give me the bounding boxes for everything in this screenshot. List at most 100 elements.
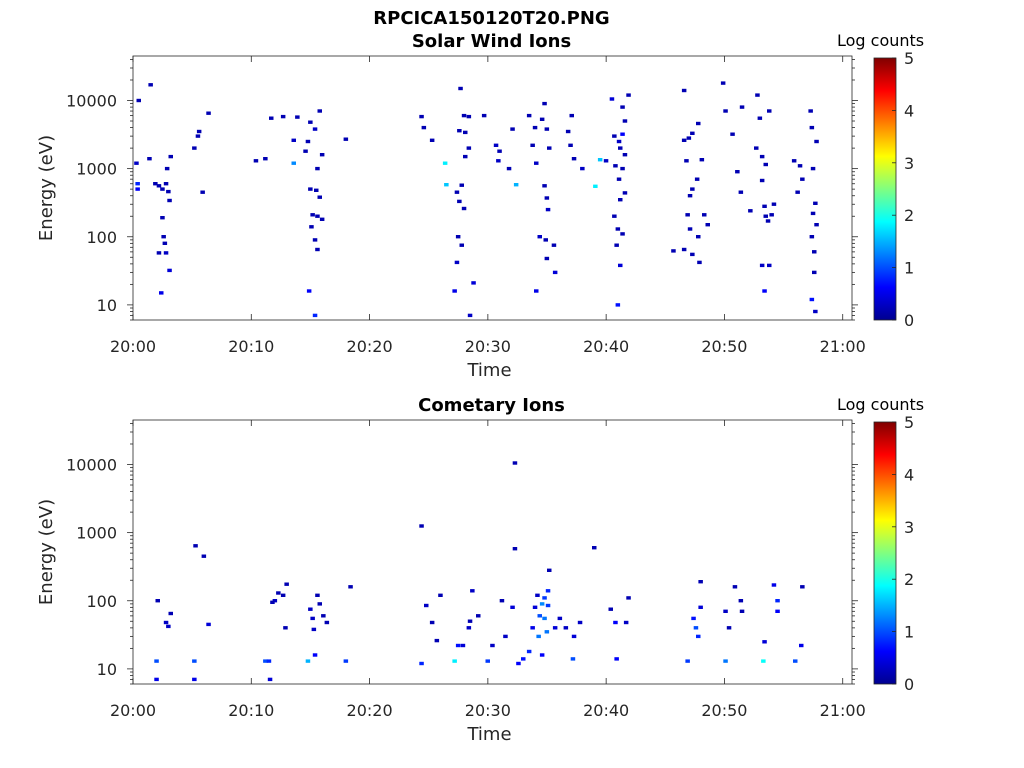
sw-data-cell — [620, 105, 625, 109]
sw-data-cell — [161, 235, 166, 239]
sw-data-cell — [459, 243, 464, 247]
sw-x-tick-label: 20:20 — [347, 337, 393, 356]
sw-data-cell — [813, 309, 818, 314]
cm-data-cell — [521, 657, 526, 661]
sw-data-cell — [813, 201, 818, 205]
sw-data-cell — [618, 263, 623, 268]
sw-data-cell — [458, 86, 463, 91]
sw-cells — [134, 81, 819, 318]
cm-data-cell — [467, 619, 473, 623]
cm-colorbar-tick-label: 4 — [904, 465, 914, 484]
sw-data-cell — [466, 146, 472, 150]
sw-data-cell — [547, 146, 552, 150]
sw-data-cell — [135, 182, 140, 186]
cm-x-tick-label: 21:00 — [820, 701, 866, 720]
cm-data-cell — [324, 620, 330, 625]
sw-data-cell — [720, 81, 726, 85]
sw-data-cell — [319, 217, 325, 221]
sw-colorbar-tick-label: 2 — [904, 206, 914, 225]
sw-colorbar-tick-label: 4 — [904, 101, 914, 120]
sw-data-cell — [757, 116, 763, 120]
cm-data-cell — [154, 659, 159, 663]
sw-data-cell — [312, 238, 318, 242]
sw-data-cell — [812, 270, 817, 275]
sw-data-cell — [552, 270, 558, 275]
sw-data-cell — [312, 313, 318, 318]
cm-data-cell — [691, 616, 696, 621]
cm-data-cell — [270, 600, 275, 604]
sw-data-cell — [730, 132, 735, 136]
sw-data-cell — [506, 166, 512, 171]
sw-data-cell — [463, 154, 468, 159]
sw-data-cell — [699, 158, 705, 162]
cm-data-cell — [793, 659, 798, 663]
figure-title: RPCICA150120T20.PNG — [373, 8, 610, 29]
sw-data-cell — [797, 164, 803, 168]
sw-data-cell — [622, 153, 628, 157]
sw-data-cell — [809, 297, 815, 302]
cm-data-cell — [532, 605, 538, 609]
cm-colorbar-tick-label: 1 — [904, 623, 914, 642]
sw-data-cell — [308, 187, 313, 191]
sw-data-cell — [537, 235, 542, 239]
sw-data-cell — [280, 114, 286, 119]
cm-data-cell — [284, 582, 289, 586]
sw-data-cell — [544, 256, 550, 261]
cm-data-cell — [424, 603, 429, 608]
cm-data-cell — [490, 643, 495, 648]
cm-data-cell — [698, 605, 703, 609]
sw-data-cell — [800, 177, 805, 181]
cm-data-cell — [276, 591, 281, 595]
sw-data-cell — [568, 143, 573, 147]
cm-data-cell — [539, 602, 545, 606]
sw-data-cell — [496, 159, 501, 163]
cm-data-cell — [263, 659, 268, 663]
sw-data-cell — [809, 235, 815, 239]
sw-data-cell — [759, 263, 765, 268]
sw-data-cell — [206, 111, 211, 115]
sw-data-cell — [166, 189, 171, 194]
cm-data-cell — [723, 659, 728, 663]
cm-data-cell — [775, 609, 780, 613]
sw-data-cell — [530, 143, 535, 147]
sw-data-cell — [461, 206, 467, 211]
cm-data-cell — [312, 653, 318, 657]
sw-data-cell — [795, 190, 800, 194]
sw-data-cell — [315, 166, 320, 171]
cm-data-cell — [626, 596, 631, 600]
cm-data-cell — [460, 643, 466, 648]
sw-data-cell — [466, 114, 472, 119]
sw-data-cell — [723, 109, 728, 113]
sw-data-cell — [291, 161, 296, 165]
sw-data-cell — [616, 177, 622, 181]
sw-data-cell — [762, 289, 767, 293]
sw-data-cell — [314, 188, 319, 192]
sw-data-cell — [461, 113, 467, 118]
cm-data-cell — [544, 630, 550, 634]
sw-data-cell — [147, 157, 152, 161]
solar-wind-colorbar-label: Log counts — [837, 31, 925, 50]
cm-data-cell — [563, 626, 569, 630]
sw-data-cell — [168, 154, 173, 159]
sw-data-cell — [705, 223, 710, 227]
sw-x-tick-label: 20:30 — [465, 337, 511, 356]
sw-data-cell — [767, 109, 772, 113]
cm-data-cell — [557, 616, 563, 621]
cm-data-cell — [614, 657, 619, 661]
sw-data-cell — [808, 109, 813, 113]
sw-colorbar-tick-label: 0 — [904, 311, 914, 330]
sw-x-tick-label: 20:50 — [701, 337, 747, 356]
sw-data-cell — [735, 170, 740, 174]
cm-data-cell — [166, 624, 171, 629]
cm-data-cell — [547, 568, 552, 572]
sw-data-cell — [681, 138, 687, 142]
cm-data-cell — [592, 546, 597, 550]
cm-data-cell — [545, 589, 551, 593]
sw-data-cell — [526, 113, 532, 118]
cm-data-cell — [623, 620, 629, 625]
cm-data-cell — [613, 620, 618, 625]
cm-data-cell — [545, 603, 551, 608]
sw-data-cell — [690, 252, 695, 257]
sw-data-cell — [308, 120, 313, 124]
